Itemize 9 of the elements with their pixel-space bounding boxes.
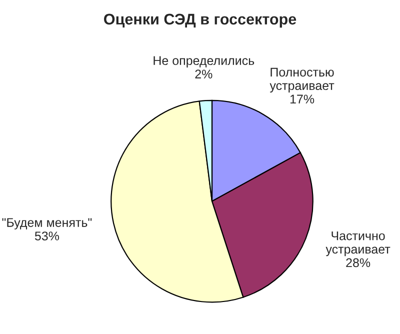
- slice-label: Частично устраивает: [326, 231, 390, 256]
- slice-label: Не определились: [154, 56, 254, 68]
- data-label: 17%: [290, 94, 314, 104]
- slice-label: "Будем менять": [2, 218, 92, 230]
- slice-label: Полностью устраивает: [270, 68, 334, 93]
- chart-title: Оценки СЭД в госсекторе: [104, 14, 296, 28]
- data-label: 2%: [195, 70, 212, 78]
- data-label: 28%: [346, 258, 370, 268]
- data-label: 53%: [34, 232, 60, 240]
